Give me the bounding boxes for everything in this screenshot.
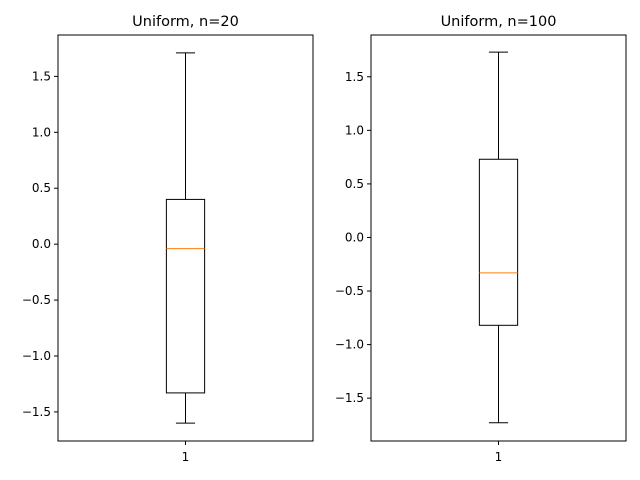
y-tick-label: 1.0 [345,123,364,137]
y-tick-label: −1.0 [335,338,364,352]
y-tick-label: 1.5 [345,70,364,84]
axes-frame [57,34,314,442]
x-tick-label: 1 [495,450,503,464]
y-tick-label: 0.0 [32,237,51,251]
x-tick-label: 1 [182,450,190,464]
y-tick-label: 0.5 [345,177,364,191]
subplot-title: Uniform, n=100 [441,14,557,30]
box [478,158,519,326]
subplot-1: Uniform, n=20 −1.5 −1.0 −0.5 0.0 0.5 1.0 1.5 1 [22,14,314,464]
axes-frame [370,34,627,442]
y-tick-label: −1.5 [22,405,51,419]
subplot-2: Uniform, n=100 −1.5 −1.0 −0.5 0.0 0.5 1.0 1.5 1 [335,14,627,464]
y-tick-label: 0.0 [345,230,364,244]
subplot-title: Uniform, n=20 [132,14,239,30]
y-tick-label: −0.5 [335,284,364,298]
y-tick-label: 1.5 [32,69,51,83]
y-tick-label: 1.0 [32,125,51,139]
y-tick-label: −0.5 [22,293,51,307]
y-tick-label: −1.0 [22,349,51,363]
y-tick-label: −1.5 [335,391,364,405]
y-tick-label: 0.5 [32,181,51,195]
box [165,198,206,394]
